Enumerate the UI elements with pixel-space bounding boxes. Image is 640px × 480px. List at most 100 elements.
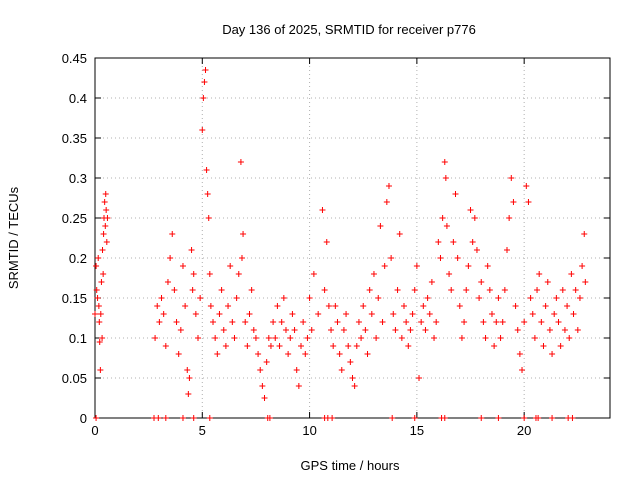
data-point [169,231,176,237]
data-point [508,175,515,181]
data-point [190,415,197,421]
data-point [175,351,182,357]
data-point [272,335,279,341]
data-point [394,287,401,293]
data-point [390,311,397,317]
data-point [152,335,159,341]
data-point [535,415,542,421]
x-axis-label: GPS time / hours [301,458,400,473]
data-point [501,287,508,293]
data-point [261,395,268,401]
data-point [216,311,223,317]
data-point [431,335,438,341]
data-point [347,359,354,365]
x-tick-label: 10 [302,423,316,438]
data-point [353,343,360,349]
data-point [154,303,161,309]
data-point [428,279,435,285]
data-point [564,303,571,309]
data-point [461,319,468,325]
data-point [439,215,446,221]
data-point [199,127,206,133]
data-point [93,287,100,293]
data-point [101,199,108,205]
data-point [551,311,558,317]
data-point [162,343,169,349]
data-point [456,303,463,309]
data-point [336,351,343,357]
data-point [102,223,109,229]
data-point [383,199,390,205]
data-point [306,295,313,301]
data-point [162,415,169,421]
data-point [467,207,474,213]
data-point [195,335,201,341]
data-point [553,295,560,301]
data-point [538,319,545,325]
data-point [377,223,384,229]
data-point [411,415,418,421]
data-point [540,343,547,349]
data-point [368,311,375,317]
data-point [527,295,534,301]
data-point [486,287,493,293]
data-point [210,319,217,325]
data-point [227,263,234,269]
y-tick-label: 0.35 [62,131,87,146]
data-point [373,335,380,341]
data-point [328,327,335,333]
x-tick-label: 5 [199,423,206,438]
data-point [282,327,289,333]
data-point [295,383,302,389]
data-point [265,335,272,341]
data-point [426,311,433,317]
data-point [204,191,211,197]
data-point [263,359,270,365]
data-point [473,247,480,253]
plot-frame [94,57,611,419]
data-point [351,383,358,389]
data-point [407,327,414,333]
data-point [186,375,193,381]
data-point [225,303,232,309]
gridlines [95,58,610,418]
data-point [536,271,543,277]
data-point [424,295,431,301]
data-point [454,255,461,261]
data-point [200,95,207,101]
data-point [323,239,330,245]
data-point [570,311,577,317]
data-point [510,199,517,205]
data-point [504,247,510,253]
data-point [463,287,470,293]
data-point [99,335,106,341]
data-point [544,279,551,285]
data-point [259,383,266,389]
data-point [250,327,257,333]
data-point [244,343,251,349]
data-point [298,343,304,349]
data-point [158,295,165,301]
data-point [413,263,420,269]
data-point [155,415,162,421]
data-point [566,335,573,341]
data-point [521,319,528,325]
data-point [197,295,204,301]
data-point [203,167,210,173]
data-point [401,303,407,309]
data-point [569,415,576,421]
data-point [529,311,536,317]
data-point [218,287,225,293]
data-point [446,271,453,277]
data-point [362,327,369,333]
data-point [469,239,476,245]
data-point [252,335,259,341]
data-point [385,183,392,189]
data-point [465,263,472,269]
data-point [416,375,423,381]
data-point [375,295,382,301]
data-point [206,415,213,421]
data-point [177,327,184,333]
data-point [561,327,568,333]
